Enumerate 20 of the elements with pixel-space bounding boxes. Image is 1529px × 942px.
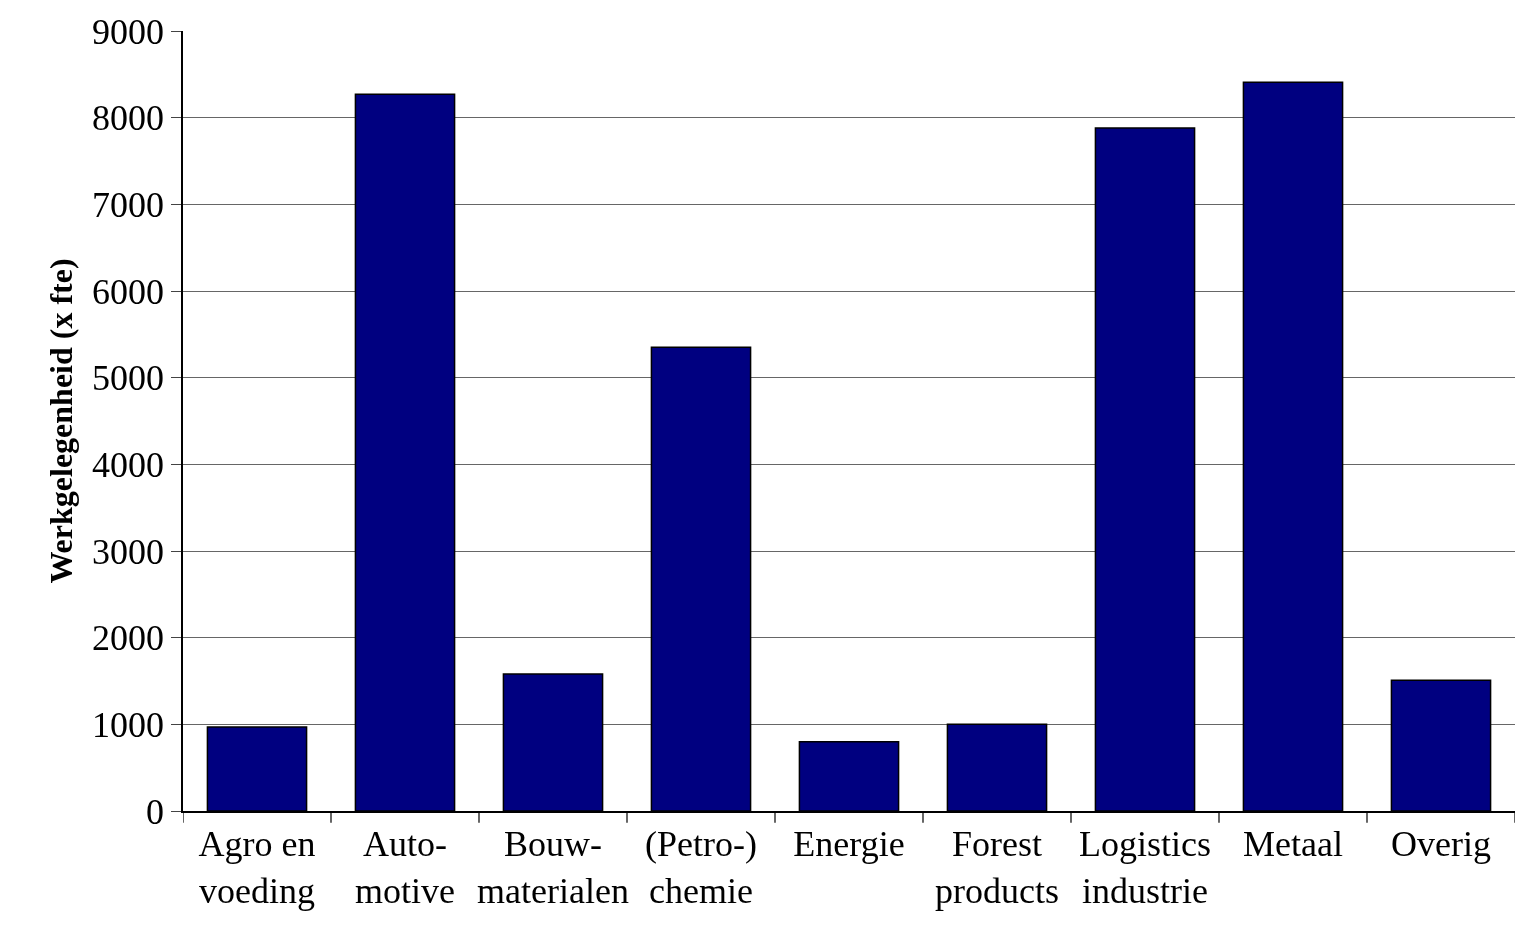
y-tick-label: 3000: [92, 531, 165, 572]
y-tick-label: 0: [146, 791, 165, 832]
y-tick-label: 7000: [92, 184, 165, 225]
x-tick-label: Agro en voeding: [198, 823, 316, 911]
x-tick-label: Auto- motive: [355, 823, 455, 911]
y-tick-label: 8000: [92, 98, 165, 139]
x-tick-label: (Petro-) chemie: [645, 823, 757, 911]
x-tick-label: Bouw- materialen: [477, 823, 629, 911]
x-tick-label: Metaal: [1243, 823, 1343, 864]
x-tick-label: Logistics industrie: [1079, 823, 1211, 911]
y-tick-label: 1000: [92, 704, 165, 745]
y-tick-label: 6000: [92, 271, 165, 312]
y-axis-title: Werkgelegenheid (x fte): [42, 258, 79, 584]
x-tick-label: Forest products: [935, 823, 1059, 911]
x-tick-label: Energie: [793, 823, 905, 864]
x-tick-label: Overig: [1391, 823, 1491, 864]
y-tick-label: 5000: [92, 358, 165, 399]
y-tick-label: 4000: [92, 444, 165, 485]
y-tick-label: 2000: [92, 618, 165, 659]
y-tick-label: 9000: [92, 11, 165, 52]
